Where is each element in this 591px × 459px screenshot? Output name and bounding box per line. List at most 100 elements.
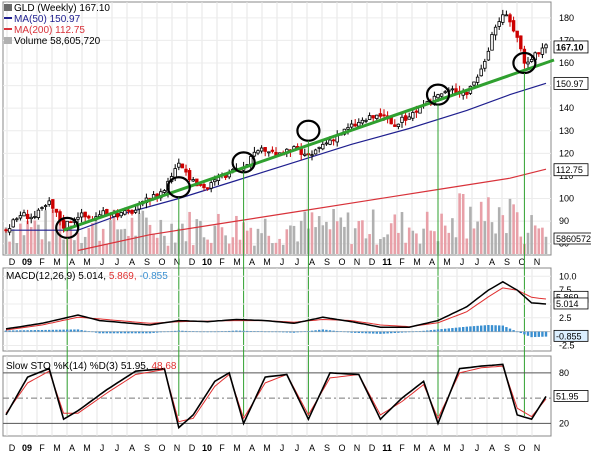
x-tick-label-top: O: [338, 257, 345, 267]
macd-histogram-bar: [480, 325, 483, 332]
candle-body: [205, 187, 210, 190]
price-tag: 150.97: [553, 76, 589, 90]
x-tick-label-bottom: A: [69, 443, 75, 453]
macd-histogram-bar: [69, 329, 72, 332]
candle-body: [511, 20, 516, 32]
macd-histogram-bar: [400, 331, 404, 333]
x-tick-label-top: 10: [202, 257, 212, 267]
sto-d-line: [5, 365, 547, 423]
candle-body: [79, 212, 84, 218]
candle-body: [324, 142, 329, 145]
x-tick-label-top: F: [39, 257, 45, 267]
macd-histogram-bar: [501, 325, 504, 332]
candle-body: [389, 117, 393, 125]
candle-body: [400, 116, 404, 123]
x-tick-label-bottom: M: [83, 443, 91, 453]
candle-body: [310, 154, 314, 156]
x-tick-label-top: N: [354, 257, 361, 267]
legend-symbol: GLD: [14, 3, 35, 14]
macd-histogram-bar: [19, 330, 22, 332]
volume-bar: [152, 233, 155, 254]
candle-body: [213, 179, 217, 183]
candle-body: [69, 221, 73, 224]
volume-bar: [213, 225, 217, 254]
volume-bar: [483, 221, 487, 254]
macd-histogram-bar: [285, 331, 288, 333]
candle-body: [317, 146, 321, 149]
macd-y-tick-label: 2.5: [559, 313, 572, 323]
x-tick-label-top: A: [429, 257, 435, 267]
macd-histogram-bar: [199, 331, 202, 333]
macd-histogram-bar: [541, 331, 544, 337]
volume-bar: [451, 218, 454, 254]
macd-histogram-bar: [188, 331, 191, 332]
volume-bar: [508, 198, 512, 254]
x-tick-label-bottom: S: [144, 443, 150, 453]
macd-histogram-bar: [274, 331, 278, 333]
x-tick-label-bottom: J: [280, 443, 285, 453]
volume-bar: [285, 229, 289, 254]
volume-bar: [22, 235, 26, 254]
macd-histogram-bar: [87, 331, 90, 332]
price-y-tick-label: 170: [559, 35, 574, 45]
volume-bar: [350, 244, 353, 254]
macd-histogram-bar: [390, 331, 393, 334]
macd-histogram-bar: [170, 331, 173, 332]
volume-bar: [357, 220, 361, 254]
candle-body: [76, 216, 80, 220]
macd-histogram-bar: [436, 329, 440, 332]
volume-bar: [260, 233, 263, 254]
macd-histogram-bar: [84, 330, 87, 332]
macd-histogram-bar: [166, 331, 170, 333]
macd-histogram-bar: [476, 325, 479, 332]
macd-histogram-bar: [62, 329, 65, 332]
macd-histogram-bar: [116, 331, 119, 334]
volume-bar: [263, 218, 267, 254]
price-y-tick-label: 120: [559, 148, 574, 158]
volume-bar: [371, 209, 375, 254]
macd-histogram-bar: [404, 331, 407, 333]
macd-histogram-bar: [372, 331, 375, 334]
candle-body: [490, 34, 494, 51]
candle-body: [252, 151, 257, 157]
legend-volume-value: 58,605,720: [50, 36, 101, 47]
volume-bar: [181, 223, 184, 254]
candle-body: [313, 149, 318, 155]
candle-body: [540, 47, 545, 55]
macd-histogram-bar: [231, 330, 234, 332]
x-tick-label-bottom: O: [518, 443, 525, 453]
volume-bar: [321, 225, 325, 254]
volume-bar: [249, 227, 253, 254]
macd-histogram-bar: [109, 331, 112, 334]
macd-tag-text: -0.855: [556, 331, 582, 341]
candle-body: [439, 93, 444, 97]
candle-body: [321, 143, 325, 150]
macd-histogram-bar: [235, 330, 238, 332]
volume-bar: [407, 227, 411, 254]
macd-histogram-bar: [526, 331, 530, 336]
volume-bar: [155, 237, 159, 254]
macd-histogram-bar: [145, 331, 148, 334]
volume-bar: [112, 209, 116, 254]
candle-body: [529, 58, 534, 62]
volume-bar: [519, 236, 523, 254]
macd-histogram-bar: [393, 331, 396, 334]
x-tick-label-bottom: F: [219, 443, 225, 453]
macd-histogram-bar: [379, 331, 382, 334]
macd-histogram-bar: [177, 330, 180, 332]
volume-bar: [440, 213, 443, 254]
x-tick-label-bottom: A: [309, 443, 315, 453]
macd-histogram-bar: [350, 331, 353, 333]
macd-histogram-bar: [51, 329, 54, 332]
macd-histogram-bar: [217, 331, 220, 333]
macd-histogram-bar: [33, 330, 36, 332]
macd-histogram-bar: [152, 331, 155, 333]
volume-bar: [29, 227, 33, 254]
macd-histogram-bar: [508, 328, 512, 332]
candle-body: [486, 50, 491, 61]
volume-bar: [458, 193, 461, 254]
legend-volume-row: Volume 58,605,720: [4, 36, 110, 47]
macd-histogram-bar: [544, 331, 548, 337]
price-tag-box: [553, 40, 589, 54]
macd-histogram-bar: [174, 330, 177, 332]
